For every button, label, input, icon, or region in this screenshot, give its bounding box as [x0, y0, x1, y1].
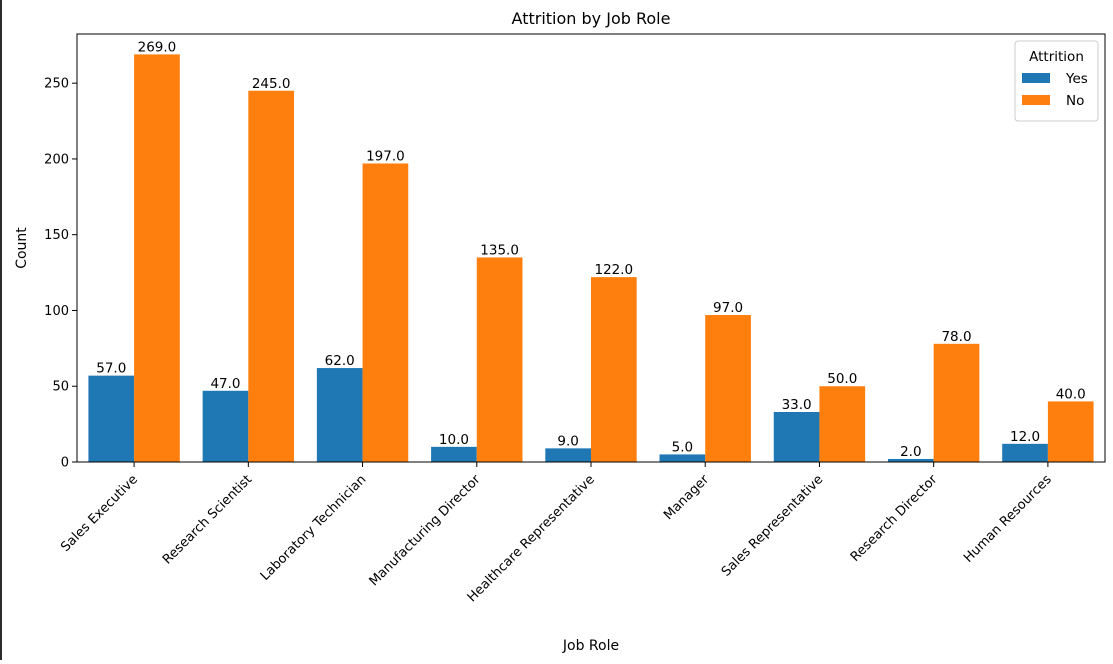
- bar-label-no-7: 78.0: [941, 329, 971, 345]
- bar-label-no-2: 197.0: [366, 148, 405, 164]
- x-tick-label-6: Sales Representative: [719, 472, 826, 579]
- bar-labels-group: 57.0 269.0 47.0 245.0 62.0 197.0 10.0 135.0 9.0 1…: [96, 39, 1086, 460]
- x-tick-label-7: Research Director: [848, 472, 941, 565]
- bar-no-5: [705, 315, 751, 462]
- bar-no-0: [134, 54, 180, 462]
- bar-label-yes-0: 57.0: [96, 361, 126, 377]
- legend-label-no: No: [1066, 93, 1084, 109]
- bar-no-7: [933, 343, 980, 462]
- legend-label-yes: Yes: [1065, 71, 1088, 87]
- bar-yes-8: [1002, 443, 1048, 462]
- bar-no-8: [1047, 401, 1094, 462]
- y-tick-label-150: 150: [44, 228, 69, 243]
- bar-label-no-5: 97.0: [713, 300, 743, 316]
- x-tick-label-5: Manager: [661, 472, 712, 523]
- x-axis-title: Job Role: [562, 638, 619, 654]
- window-edge: [0, 0, 2, 660]
- bar-yes-7: [887, 458, 934, 462]
- bar-label-yes-1: 47.0: [210, 376, 240, 392]
- legend-title: Attrition: [1029, 49, 1084, 65]
- y-tick-label-200: 200: [44, 152, 69, 167]
- y-tick-label-250: 250: [44, 77, 69, 92]
- bar-label-yes-7: 2.0: [900, 444, 921, 460]
- x-tick-label-2: Laboratory Technician: [258, 472, 370, 584]
- legend-items: Yes No: [1022, 71, 1088, 109]
- bar-yes-3: [431, 446, 477, 462]
- bar-label-no-3: 135.0: [480, 242, 519, 258]
- x-tick-label-1: Research Scientist: [160, 472, 255, 567]
- x-tick-label-8: Human Resources: [961, 472, 1055, 566]
- bar-label-no-0: 269.0: [138, 39, 177, 55]
- legend-swatch-yes: [1022, 73, 1050, 83]
- bar-no-2: [362, 163, 409, 463]
- chart-title: Attrition by Job Role: [512, 9, 671, 28]
- bar-yes-1: [202, 390, 249, 462]
- x-tick-label-3: Manufacturing Director: [367, 472, 484, 589]
- bar-label-yes-2: 62.0: [325, 353, 355, 369]
- bar-label-yes-8: 12.0: [1010, 429, 1040, 445]
- bar-label-no-1: 245.0: [252, 76, 291, 92]
- x-tick-label-0: Sales Executive: [58, 472, 141, 555]
- bar-yes-0: [88, 375, 135, 462]
- y-tick-label-0: 0: [61, 456, 69, 471]
- bar-label-no-6: 50.0: [827, 371, 857, 387]
- bar-no-4: [591, 277, 637, 462]
- axes-group: 0 50 100 150 200 250 Sales Executive Research S…: [44, 33, 1106, 605]
- y-tick-label-50: 50: [52, 380, 69, 395]
- legend-swatch-no: [1022, 95, 1050, 105]
- bar-label-yes-6: 33.0: [782, 397, 812, 413]
- y-tick-label-100: 100: [44, 304, 69, 319]
- bar-yes-6: [773, 411, 820, 462]
- y-axis-title: Count: [14, 227, 30, 269]
- bar-label-yes-5: 5.0: [672, 439, 693, 455]
- legend: Attrition Yes No: [1014, 40, 1099, 122]
- x-tick-label-4: Healthcare Representative: [465, 472, 598, 605]
- bar-label-yes-4: 9.0: [557, 433, 578, 449]
- bar-no-3: [476, 257, 523, 462]
- bars-group: [88, 54, 1094, 463]
- bar-label-no-8: 40.0: [1056, 386, 1086, 402]
- bar-yes-2: [316, 368, 363, 462]
- bar-yes-5: [659, 454, 706, 462]
- bar-no-6: [819, 386, 866, 462]
- bar-label-no-4: 122.0: [595, 262, 634, 278]
- bar-label-yes-3: 10.0: [439, 432, 469, 448]
- bar-yes-4: [545, 448, 591, 462]
- bar-no-1: [248, 90, 295, 462]
